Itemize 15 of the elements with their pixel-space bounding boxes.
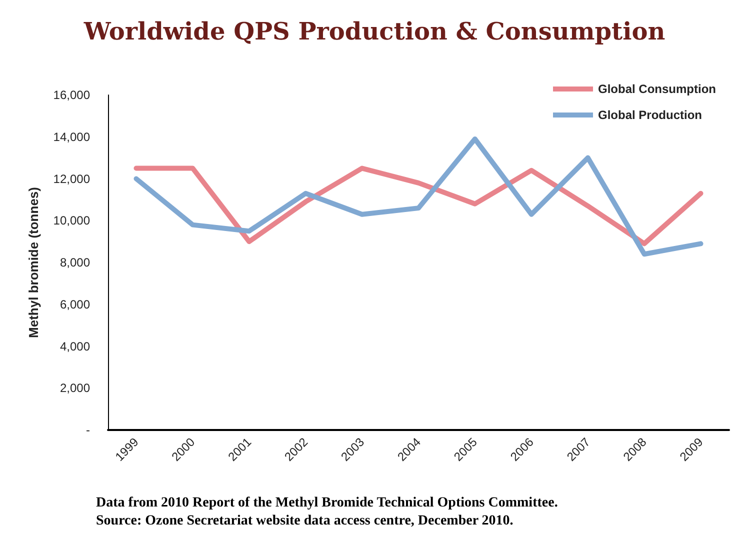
- y-tick-label: 4,000: [60, 339, 90, 354]
- legend-label: Global Consumption: [598, 82, 716, 96]
- legend-label: Global Production: [598, 108, 702, 122]
- chart-title: Worldwide QPS Production & Consumption: [82, 16, 666, 46]
- y-tick-label: 8,000: [60, 256, 90, 270]
- y-tick-label: 14,000: [53, 130, 90, 144]
- y-tick-label: 10,000: [53, 214, 90, 228]
- y-tick-label: 6,000: [60, 297, 90, 312]
- y-tick-label: 2,000: [60, 381, 90, 396]
- y-axis-title: Methyl bromide (tonnes): [26, 187, 41, 338]
- y-tick-label: 16,000: [53, 88, 90, 102]
- y-tick-label: -: [86, 423, 90, 437]
- y-tick-label: 12,000: [53, 172, 90, 186]
- source-note: Source: Ozone Secretariat website data access centre, December 2010.: [96, 514, 514, 528]
- text: Data from 2010 Report of the Methyl Bromide Technical Options Committee.: [96, 496, 558, 510]
